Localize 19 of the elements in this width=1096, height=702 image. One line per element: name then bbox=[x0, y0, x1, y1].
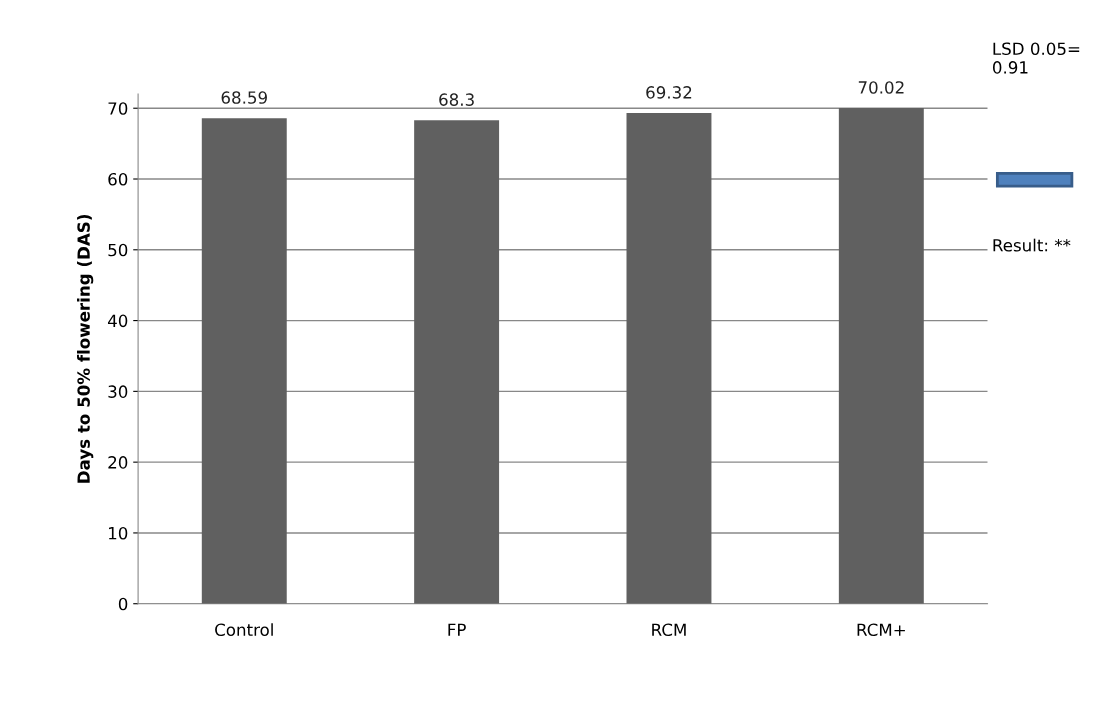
y-tick-label: 0 bbox=[118, 597, 128, 611]
data-label: 68.59 bbox=[221, 91, 267, 104]
y-tick-label: 30 bbox=[108, 385, 128, 398]
y-tick-label: 40 bbox=[107, 314, 128, 328]
y-tick-label: 60 bbox=[108, 172, 128, 186]
text: LSD 0.05= 0.91 bbox=[992, 42, 1080, 74]
text: Result: ** bbox=[993, 238, 1071, 252]
y-tick-label: 70 bbox=[108, 102, 128, 115]
y-tick-label: 20 bbox=[108, 456, 128, 469]
x-tick-label: RCM bbox=[652, 623, 686, 637]
y-tick-label: 10 bbox=[109, 526, 128, 540]
x-tick-label: RCM+ bbox=[857, 623, 905, 637]
data-label: 70.02 bbox=[858, 81, 904, 94]
data-label: 69.32 bbox=[646, 86, 692, 99]
x-tick-label: FP bbox=[448, 623, 466, 636]
y-axis-title: Days to 50% flowering (DAS) bbox=[77, 214, 94, 483]
y-tick-label: 50 bbox=[108, 243, 128, 257]
data-label: 68.3 bbox=[439, 93, 474, 106]
x-tick-label: Control bbox=[215, 623, 273, 637]
